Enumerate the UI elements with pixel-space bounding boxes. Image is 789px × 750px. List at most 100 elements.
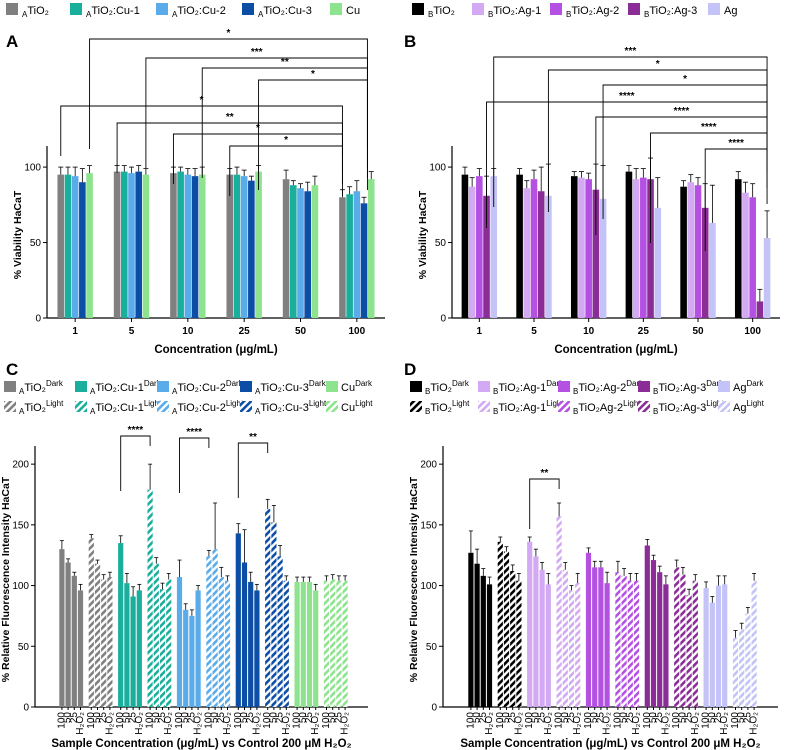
bar [537, 191, 545, 318]
y-tick-label: 100 [429, 163, 446, 174]
x-tick-label: 100 [203, 712, 214, 729]
legend-label: ATiO₂ [22, 5, 49, 19]
bar [224, 580, 231, 707]
legend-label-dark-text: TiO₂:Ag-3 [658, 382, 706, 394]
x-tick-label: H₂O₂ [602, 712, 613, 735]
bar [474, 563, 480, 707]
bar [486, 584, 493, 707]
legend-swatch-hatched [718, 401, 730, 412]
bar [627, 580, 633, 707]
legend-label-light-text: TiO₂ [24, 402, 46, 414]
y-tick-label: 200 [420, 460, 437, 471]
legend-label-text: Ag [724, 5, 737, 17]
legend-label-dark: BTiO₂Dark [425, 379, 470, 396]
bar [255, 171, 262, 318]
x-tick-label: 50 [560, 712, 571, 724]
x-tick-label: H₂O₂ [75, 712, 86, 735]
bar [136, 590, 142, 707]
bar [539, 569, 545, 707]
legend-label-dark-text: TiO₂:Cu-2 [177, 382, 225, 394]
bar [313, 590, 319, 707]
legend-label: ATiO₂:Cu-2 [172, 5, 226, 19]
bar [650, 560, 657, 707]
bar [568, 590, 575, 707]
significance-label: **** [619, 91, 635, 102]
x-tick-label: 50 [736, 712, 747, 724]
bar [282, 179, 290, 318]
bar [644, 545, 650, 707]
x-tick-label: 100 [612, 712, 623, 729]
legend-label: BTiO₂:Ag-3 [644, 5, 697, 19]
x-tick-label: 100 [583, 712, 594, 729]
bar [184, 174, 192, 318]
bar [339, 197, 346, 318]
bar [527, 541, 533, 707]
bar [304, 191, 311, 318]
legend-label-light: ATiO₂:Cu-1Light [90, 399, 162, 416]
x-tick-label: H₂O₂ [222, 712, 233, 735]
bar [680, 574, 686, 707]
x-tick-label: 50 [589, 712, 600, 724]
bar [680, 186, 687, 318]
bar [57, 174, 65, 318]
significance-label: **** [186, 427, 202, 438]
x-tick-label: 100 [465, 712, 476, 729]
x-tick-label: 25 [566, 712, 577, 724]
bar [570, 176, 578, 318]
x-tick-label: 5 [129, 326, 135, 337]
legend-label-light-text: TiO₂:Ag-3 [658, 402, 706, 414]
bar [248, 180, 255, 318]
legend-swatch [718, 381, 730, 392]
panel-letter-b: B [404, 32, 416, 51]
bar [360, 203, 368, 318]
x-axis-title: Concentration (μg/mL) [554, 344, 677, 356]
significance-bracket [120, 435, 151, 491]
y-tick-label: 50 [18, 642, 30, 653]
bar [142, 174, 150, 318]
bar [323, 580, 330, 707]
bar [241, 562, 248, 707]
bar [510, 571, 516, 707]
significance-label: **** [674, 106, 690, 117]
legend-swatch [75, 381, 87, 392]
bar [212, 549, 218, 707]
bar [183, 609, 189, 707]
bar [107, 577, 113, 707]
bar [248, 581, 254, 707]
x-tick-label: 25 [595, 712, 606, 724]
bar [330, 579, 336, 707]
y-tick-label: 0 [431, 703, 437, 714]
y-tick-label: 150 [420, 520, 437, 531]
bar [135, 171, 142, 318]
x-tick-label: 25 [245, 712, 256, 724]
bar [633, 580, 640, 707]
significance-label: * [256, 123, 260, 134]
bar [177, 171, 184, 318]
x-tick-label: 50 [530, 712, 541, 724]
bar [226, 174, 234, 318]
x-tick-label: 50 [648, 712, 659, 724]
x-tick-label: 100 [642, 712, 653, 729]
significance-bracket [179, 437, 210, 493]
significance-label: * [284, 135, 288, 146]
x-tick-label: H₂O₂ [543, 712, 554, 735]
bar [533, 556, 539, 707]
x-tick-label: 100 [701, 712, 712, 729]
bar [722, 584, 728, 707]
x-tick-label: 100 [174, 712, 185, 729]
legend-label-dark: ATiO₂:Cu-2Dark [172, 379, 244, 396]
legend-label-light: BTiO₂Light [425, 399, 470, 416]
x-tick-label: 10 [182, 326, 194, 337]
bar [77, 590, 84, 707]
x-tick-label: H₂O₂ [134, 712, 145, 735]
legend-swatch [410, 381, 422, 392]
y-tick-label: 150 [12, 520, 29, 531]
bar [763, 238, 771, 318]
significance-bracket [229, 145, 343, 196]
bar [756, 301, 764, 318]
bar [265, 509, 271, 707]
bar [703, 588, 709, 707]
bar [599, 198, 607, 318]
bar [367, 179, 375, 318]
legend-swatch-hatched [410, 401, 422, 412]
